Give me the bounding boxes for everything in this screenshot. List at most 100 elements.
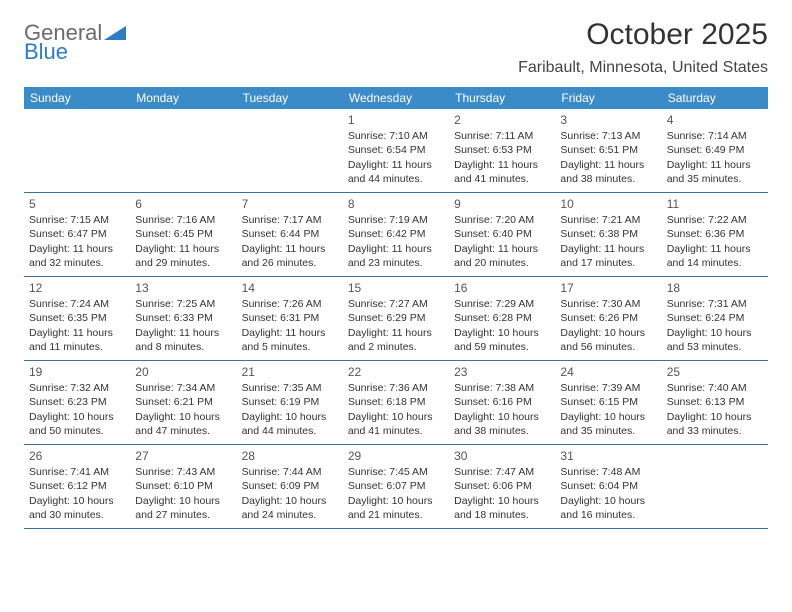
sunset-text: Sunset: 6:42 PM xyxy=(348,227,444,241)
sunrise-text: Sunrise: 7:47 AM xyxy=(454,465,550,479)
sunrise-text: Sunrise: 7:16 AM xyxy=(135,213,231,227)
day-cell: 27Sunrise: 7:43 AMSunset: 6:10 PMDayligh… xyxy=(130,445,236,528)
day-cell: 24Sunrise: 7:39 AMSunset: 6:15 PMDayligh… xyxy=(555,361,661,444)
day-cell: 14Sunrise: 7:26 AMSunset: 6:31 PMDayligh… xyxy=(237,277,343,360)
sunset-text: Sunset: 6:19 PM xyxy=(242,395,338,409)
daylight-text: Daylight: 11 hours and 8 minutes. xyxy=(135,326,231,354)
sunrise-text: Sunrise: 7:29 AM xyxy=(454,297,550,311)
sunrise-text: Sunrise: 7:41 AM xyxy=(29,465,125,479)
daylight-text: Daylight: 11 hours and 41 minutes. xyxy=(454,158,550,186)
calendar-page: General Blue October 2025 Faribault, Min… xyxy=(0,0,792,612)
day-number: 5 xyxy=(29,196,125,212)
sunset-text: Sunset: 6:28 PM xyxy=(454,311,550,325)
day-number: 8 xyxy=(348,196,444,212)
daylight-text: Daylight: 10 hours and 44 minutes. xyxy=(242,410,338,438)
daylight-text: Daylight: 10 hours and 38 minutes. xyxy=(454,410,550,438)
sunrise-text: Sunrise: 7:11 AM xyxy=(454,129,550,143)
day-number: 27 xyxy=(135,448,231,464)
day-number: 9 xyxy=(454,196,550,212)
sunset-text: Sunset: 6:36 PM xyxy=(667,227,763,241)
day-number: 25 xyxy=(667,364,763,380)
daylight-text: Daylight: 10 hours and 24 minutes. xyxy=(242,494,338,522)
sunset-text: Sunset: 6:29 PM xyxy=(348,311,444,325)
day-number: 1 xyxy=(348,112,444,128)
week-row: 12Sunrise: 7:24 AMSunset: 6:35 PMDayligh… xyxy=(24,277,768,361)
sunrise-text: Sunrise: 7:13 AM xyxy=(560,129,656,143)
sunrise-text: Sunrise: 7:26 AM xyxy=(242,297,338,311)
week-row: 5Sunrise: 7:15 AMSunset: 6:47 PM Daylight… xyxy=(24,193,768,277)
page-header: General Blue October 2025 Faribault, Min… xyxy=(24,18,768,77)
sunrise-text: Sunrise: 7:40 AM xyxy=(667,381,763,395)
daylight-text: Daylight: 11 hours and 38 minutes. xyxy=(560,158,656,186)
daylight-text: Daylight: 11 hours and 14 minutes. xyxy=(667,242,763,270)
daylight-text: Daylight: 10 hours and 27 minutes. xyxy=(135,494,231,522)
day-cell: 20Sunrise: 7:34 AMSunset: 6:21 PMDayligh… xyxy=(130,361,236,444)
day-cell: 16Sunrise: 7:29 AMSunset: 6:28 PMDayligh… xyxy=(449,277,555,360)
daylight-text: Daylight: 10 hours and 59 minutes. xyxy=(454,326,550,354)
sunrise-text: Sunrise: 7:19 AM xyxy=(348,213,444,227)
sunrise-text: Sunrise: 7:27 AM xyxy=(348,297,444,311)
daylight-text: Daylight: 11 hours and 2 minutes. xyxy=(348,326,444,354)
day-number: 30 xyxy=(454,448,550,464)
day-cell: 12Sunrise: 7:24 AMSunset: 6:35 PMDayligh… xyxy=(24,277,130,360)
day-header-thu: Thursday xyxy=(449,87,555,109)
day-cell: 4Sunrise: 7:14 AMSunset: 6:49 PMDaylight… xyxy=(662,109,768,192)
sunset-text: Sunset: 6:13 PM xyxy=(667,395,763,409)
day-number: 31 xyxy=(560,448,656,464)
day-cell: 13Sunrise: 7:25 AMSunset: 6:33 PMDayligh… xyxy=(130,277,236,360)
location-text: Faribault, Minnesota, United States xyxy=(518,59,768,77)
day-number: 10 xyxy=(560,196,656,212)
day-number: 20 xyxy=(135,364,231,380)
day-header-sun: Sunday xyxy=(24,87,130,109)
sunset-text: Sunset: 6:47 PM xyxy=(29,227,125,241)
day-cell xyxy=(24,109,130,192)
day-header-row: Sunday Monday Tuesday Wednesday Thursday… xyxy=(24,87,768,109)
daylight-text: Daylight: 10 hours and 53 minutes. xyxy=(667,326,763,354)
sunset-text: Sunset: 6:53 PM xyxy=(454,143,550,157)
day-cell: 28Sunrise: 7:44 AMSunset: 6:09 PMDayligh… xyxy=(237,445,343,528)
daylight-text: Daylight: 10 hours and 21 minutes. xyxy=(348,494,444,522)
daylight-text: Daylight: 11 hours and 23 minutes. xyxy=(348,242,444,270)
sunset-text: Sunset: 6:23 PM xyxy=(29,395,125,409)
day-number: 24 xyxy=(560,364,656,380)
day-cell: 7Sunrise: 7:17 AMSunset: 6:44 PMDaylight… xyxy=(237,193,343,276)
day-number: 22 xyxy=(348,364,444,380)
sunset-text: Sunset: 6:33 PM xyxy=(135,311,231,325)
day-number: 16 xyxy=(454,280,550,296)
day-number: 29 xyxy=(348,448,444,464)
day-number: 15 xyxy=(348,280,444,296)
day-cell: 22Sunrise: 7:36 AMSunset: 6:18 PMDayligh… xyxy=(343,361,449,444)
day-cell: 6Sunrise: 7:16 AMSunset: 6:45 PMDaylight… xyxy=(130,193,236,276)
title-block: October 2025 Faribault, Minnesota, Unite… xyxy=(518,18,768,77)
day-cell: 26Sunrise: 7:41 AMSunset: 6:12 PMDayligh… xyxy=(24,445,130,528)
day-cell: 10Sunrise: 7:21 AMSunset: 6:38 PMDayligh… xyxy=(555,193,661,276)
day-cell: 8Sunrise: 7:19 AMSunset: 6:42 PMDaylight… xyxy=(343,193,449,276)
day-number: 28 xyxy=(242,448,338,464)
sunset-text: Sunset: 6:09 PM xyxy=(242,479,338,493)
sunset-text: Sunset: 6:12 PM xyxy=(29,479,125,493)
sunset-text: Sunset: 6:35 PM xyxy=(29,311,125,325)
day-number: 26 xyxy=(29,448,125,464)
sunset-text: Sunset: 6:31 PM xyxy=(242,311,338,325)
sunrise-text: Sunrise: 7:15 AM xyxy=(29,213,125,227)
day-number: 12 xyxy=(29,280,125,296)
day-cell: 11Sunrise: 7:22 AMSunset: 6:36 PMDayligh… xyxy=(662,193,768,276)
daylight-text: Daylight: 10 hours and 16 minutes. xyxy=(560,494,656,522)
sunset-text: Sunset: 6:51 PM xyxy=(560,143,656,157)
daylight-text: Daylight: 10 hours and 47 minutes. xyxy=(135,410,231,438)
day-cell: 17Sunrise: 7:30 AMSunset: 6:26 PMDayligh… xyxy=(555,277,661,360)
sunset-text: Sunset: 6:24 PM xyxy=(667,311,763,325)
daylight-text: Daylight: 10 hours and 41 minutes. xyxy=(348,410,444,438)
sunset-text: Sunset: 6:18 PM xyxy=(348,395,444,409)
day-header-fri: Friday xyxy=(555,87,661,109)
week-row: 19Sunrise: 7:32 AMSunset: 6:23 PMDayligh… xyxy=(24,361,768,445)
daylight-text: Daylight: 11 hours and 20 minutes. xyxy=(454,242,550,270)
week-row: 26Sunrise: 7:41 AMSunset: 6:12 PMDayligh… xyxy=(24,445,768,529)
day-cell xyxy=(237,109,343,192)
sunset-text: Sunset: 6:49 PM xyxy=(667,143,763,157)
logo-triangle-icon xyxy=(104,26,126,40)
day-number: 23 xyxy=(454,364,550,380)
sunrise-text: Sunrise: 7:36 AM xyxy=(348,381,444,395)
day-number: 7 xyxy=(242,196,338,212)
daylight-text: Daylight: 10 hours and 30 minutes. xyxy=(29,494,125,522)
